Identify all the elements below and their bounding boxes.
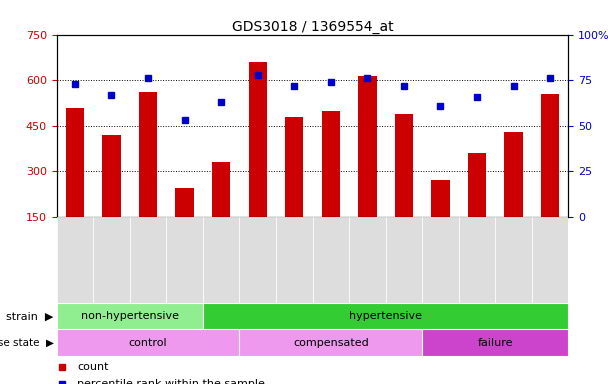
Text: count: count: [77, 362, 108, 372]
Bar: [175, 188, 194, 217]
Text: non-hypertensive: non-hypertensive: [81, 311, 179, 321]
Bar: [431, 180, 450, 217]
Bar: [57, 217, 93, 303]
Bar: [313, 217, 349, 303]
Bar: [66, 108, 84, 217]
Bar: [57, 329, 240, 356]
Bar: [422, 329, 568, 356]
Text: disease state  ▶: disease state ▶: [0, 338, 54, 348]
Bar: [422, 217, 459, 303]
Bar: [139, 92, 157, 217]
Bar: [240, 329, 422, 356]
Bar: [496, 217, 532, 303]
Bar: [322, 111, 340, 217]
Bar: [166, 217, 203, 303]
Title: GDS3018 / 1369554_at: GDS3018 / 1369554_at: [232, 20, 393, 33]
Bar: [541, 94, 559, 217]
Bar: [468, 153, 486, 217]
Text: strain  ▶: strain ▶: [6, 311, 54, 321]
Bar: [249, 62, 267, 217]
Bar: [505, 132, 523, 217]
Bar: [385, 217, 422, 303]
Bar: [212, 162, 230, 217]
Bar: [102, 135, 120, 217]
Text: hypertensive: hypertensive: [349, 311, 422, 321]
Text: failure: failure: [478, 338, 513, 348]
Bar: [532, 217, 568, 303]
Text: compensated: compensated: [293, 338, 368, 348]
Bar: [285, 117, 303, 217]
Bar: [395, 114, 413, 217]
Bar: [203, 217, 240, 303]
Text: percentile rank within the sample: percentile rank within the sample: [77, 379, 265, 384]
Bar: [459, 217, 496, 303]
Bar: [276, 217, 313, 303]
Bar: [240, 217, 276, 303]
Bar: [93, 217, 130, 303]
Bar: [57, 303, 203, 329]
Bar: [358, 76, 376, 217]
Bar: [130, 217, 166, 303]
Bar: [203, 303, 568, 329]
Bar: [349, 217, 385, 303]
Text: control: control: [129, 338, 167, 348]
